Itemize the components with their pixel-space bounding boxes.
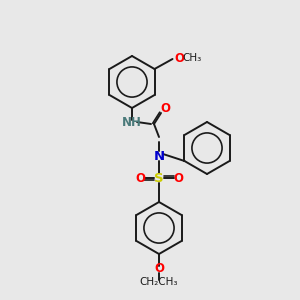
Text: S: S	[154, 172, 164, 184]
Text: O: O	[160, 101, 170, 115]
Text: O: O	[154, 262, 164, 275]
Text: CH₂CH₃: CH₂CH₃	[140, 277, 178, 287]
Text: O: O	[175, 52, 184, 64]
Text: NH: NH	[122, 116, 142, 128]
Text: O: O	[135, 172, 145, 184]
Text: N: N	[153, 149, 165, 163]
Text: CH₃: CH₃	[182, 53, 202, 63]
Text: O: O	[173, 172, 183, 184]
